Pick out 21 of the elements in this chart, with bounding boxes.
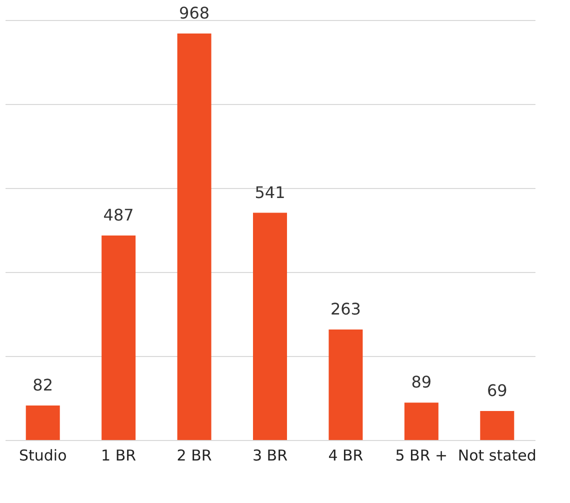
data-label: 69: [486, 381, 508, 400]
bar: [102, 235, 136, 440]
bar: [328, 330, 363, 440]
x-tick-label: 5 BR +: [395, 446, 448, 464]
x-tick-label: Studio: [18, 446, 67, 464]
bar: [253, 212, 287, 440]
x-tick-label: 2 BR: [176, 446, 212, 464]
x-tick-label: 4 BR: [328, 446, 364, 464]
bar: [26, 406, 60, 440]
data-label: 968: [179, 3, 210, 22]
x-tick-label: Not stated: [458, 446, 536, 464]
x-tick-label: 1 BR: [101, 446, 136, 464]
bar: [480, 411, 514, 440]
bar: [404, 402, 438, 440]
data-label: 82: [32, 376, 54, 395]
data-label: 487: [103, 205, 134, 224]
data-label: 541: [254, 182, 286, 202]
x-tick-label: 3 BR: [252, 446, 288, 464]
data-label: 89: [411, 372, 432, 392]
data-label: 263: [330, 300, 361, 319]
bar: [177, 33, 212, 440]
